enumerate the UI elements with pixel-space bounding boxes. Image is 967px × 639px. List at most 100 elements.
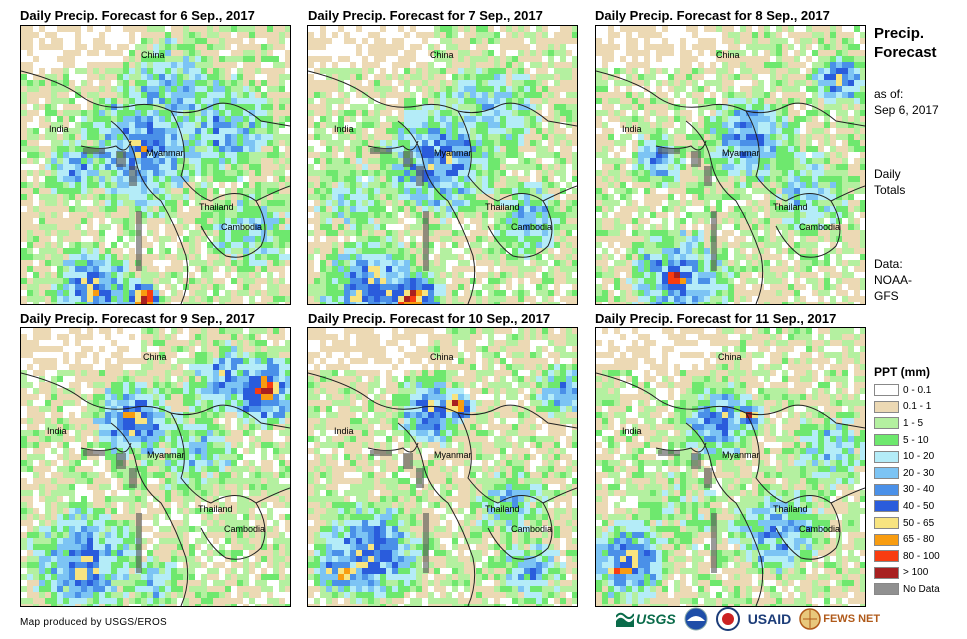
map-label-india: India: [334, 426, 354, 436]
legend-title: PPT (mm): [874, 365, 931, 379]
map-label-india: India: [47, 426, 67, 436]
legend-label: 40 - 50: [903, 500, 935, 512]
usaid-seal-icon: [715, 607, 740, 631]
legend-label: 1 - 5: [903, 417, 924, 429]
map-label-thailand: Thailand: [198, 504, 233, 514]
legend-swatch: [874, 400, 899, 413]
legend-label: 80 - 100: [903, 550, 940, 562]
map-panel-3: China India Myanmar Thailand Cambodia: [595, 25, 866, 305]
precip-map: China India Myanmar Thailand Cambodia: [308, 328, 577, 606]
legend-label: 30 - 40: [903, 484, 935, 496]
map-label-thailand: Thailand: [485, 504, 520, 514]
legend-label: 20 - 30: [903, 467, 935, 479]
map-label-china: China: [430, 352, 454, 362]
map-label-thailand: Thailand: [773, 504, 808, 514]
panel-title-3: Daily Precip. Forecast for 8 Sep., 2017: [595, 8, 830, 23]
legend-item: 5 - 10: [874, 432, 940, 449]
precip-map: China India Myanmar Thailand Cambodia: [21, 26, 290, 304]
noaa-logo-icon: [684, 607, 708, 631]
map-label-china: China: [430, 50, 454, 60]
legend-swatch: [874, 583, 899, 596]
usgs-logo: USGS: [616, 611, 676, 627]
map-panel-2: China India Myanmar Thailand Cambodia: [307, 25, 578, 305]
legend-item: 0 - 0.1: [874, 382, 940, 399]
legend-item: 30 - 40: [874, 482, 940, 499]
legend-swatch: [874, 384, 899, 397]
legend-swatch: [874, 517, 899, 530]
map-label-myanmar: Myanmar: [434, 148, 472, 158]
legend-swatch: [874, 566, 899, 579]
legend-swatch: [874, 483, 899, 496]
legend-item: > 100: [874, 565, 940, 582]
map-label-china: China: [718, 352, 742, 362]
legend-label: 65 - 80: [903, 534, 935, 546]
map-label-cambodia: Cambodia: [799, 222, 840, 232]
legend-swatch: [874, 533, 899, 546]
precip-map: China India Myanmar Thailand Cambodia: [21, 328, 290, 606]
map-panel-4: China India Myanmar Thailand Cambodia: [20, 327, 291, 607]
legend-swatch: [874, 450, 899, 463]
panel-title-6: Daily Precip. Forecast for 11 Sep., 2017: [595, 311, 837, 326]
map-label-thailand: Thailand: [485, 202, 520, 212]
legend-item: 40 - 50: [874, 498, 940, 515]
legend-label: 0 - 0.1: [903, 384, 932, 396]
map-label-cambodia: Cambodia: [224, 524, 265, 534]
map-label-myanmar: Myanmar: [722, 148, 760, 158]
map-label-cambodia: Cambodia: [511, 524, 552, 534]
map-label-myanmar: Myanmar: [146, 148, 184, 158]
map-label-china: China: [716, 50, 740, 60]
legend-item: 1 - 5: [874, 415, 940, 432]
logo-strip: USGS USAID FEWS NET: [616, 604, 880, 634]
legend-item: 80 - 100: [874, 548, 940, 565]
map-panel-1: China India Myanmar Thailand Cambodia: [20, 25, 291, 305]
precip-map: China India Myanmar Thailand Cambodia: [596, 26, 865, 304]
legend-item: 10 - 20: [874, 448, 940, 465]
legend-item: 20 - 30: [874, 465, 940, 482]
legend-item: No Data: [874, 581, 940, 598]
map-label-cambodia: Cambodia: [221, 222, 262, 232]
panel-title-4: Daily Precip. Forecast for 9 Sep., 2017: [20, 311, 255, 326]
fewsnet-logo: FEWS NET: [799, 608, 880, 630]
fewsnet-globe-icon: [799, 608, 821, 630]
map-label-india: India: [49, 124, 69, 134]
data-source: Data: NOAA- GFS: [874, 257, 913, 303]
legend-swatch: [874, 467, 899, 480]
map-label-cambodia: Cambodia: [799, 524, 840, 534]
legend-label: 5 - 10: [903, 434, 929, 446]
legend-label: 50 - 65: [903, 517, 935, 529]
legend-label: 10 - 20: [903, 451, 935, 463]
map-label-myanmar: Myanmar: [434, 450, 472, 460]
as-of-date: as of: Sep 6, 2017: [874, 87, 939, 117]
forecast-title: Precip. Forecast: [874, 25, 937, 61]
map-label-india: India: [622, 124, 642, 134]
legend: 0 - 0.1 0.1 - 1 1 - 5 5 - 10 10 - 20 20 - 30 3…: [874, 382, 940, 598]
precip-map: China India Myanmar Thailand Cambodia: [308, 26, 577, 304]
map-label-thailand: Thailand: [773, 202, 808, 212]
map-label-china: China: [143, 352, 167, 362]
map-label-thailand: Thailand: [199, 202, 234, 212]
legend-swatch: [874, 417, 899, 430]
map-label-cambodia: Cambodia: [511, 222, 552, 232]
legend-item: 50 - 65: [874, 515, 940, 532]
daily-totals-note: Daily Totals: [874, 167, 906, 197]
panel-title-1: Daily Precip. Forecast for 6 Sep., 2017: [20, 8, 255, 23]
legend-item: 65 - 80: [874, 531, 940, 548]
map-credit: Map produced by USGS/EROS: [20, 617, 168, 628]
panel-title-5: Daily Precip. Forecast for 10 Sep., 2017: [308, 311, 551, 326]
map-label-myanmar: Myanmar: [722, 450, 760, 460]
map-label-india: India: [622, 426, 642, 436]
legend-swatch: [874, 550, 899, 563]
legend-swatch: [874, 434, 899, 447]
precip-map: China India Myanmar Thailand Cambodia: [596, 328, 865, 606]
legend-label: 0.1 - 1: [903, 401, 932, 413]
legend-label: No Data: [903, 583, 940, 595]
map-label-myanmar: Myanmar: [147, 450, 185, 460]
map-label-china: China: [141, 50, 165, 60]
map-label-india: India: [334, 124, 354, 134]
legend-item: 0.1 - 1: [874, 399, 940, 416]
map-panel-6: China India Myanmar Thailand Cambodia: [595, 327, 866, 607]
legend-label: > 100: [903, 567, 929, 579]
map-panel-5: China India Myanmar Thailand Cambodia: [307, 327, 578, 607]
legend-swatch: [874, 500, 899, 513]
usaid-logo: USAID: [747, 611, 792, 627]
